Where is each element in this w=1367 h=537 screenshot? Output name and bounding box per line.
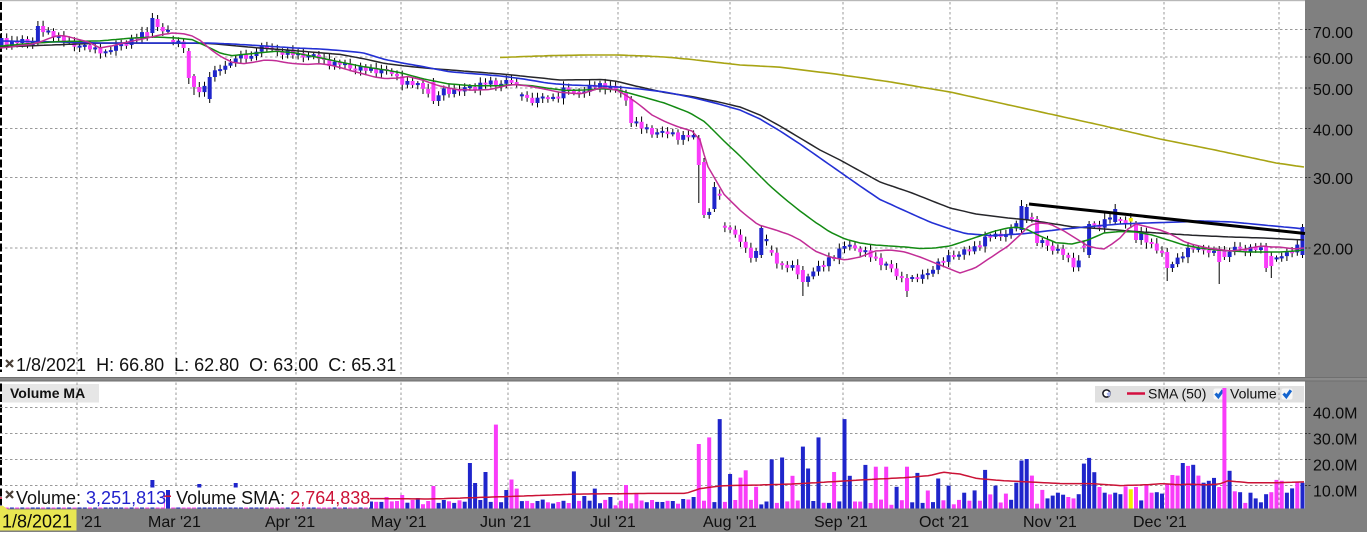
svg-text:'21: '21 [81, 514, 102, 531]
svg-text:May '21: May '21 [371, 514, 427, 531]
svg-text:1/8/2021: 1/8/2021 [2, 512, 72, 532]
svg-text:Oct '21: Oct '21 [919, 514, 969, 531]
svg-text:Aug '21: Aug '21 [703, 514, 757, 531]
svg-text:Mar '21: Mar '21 [148, 514, 201, 531]
svg-text:70.00: 70.00 [1313, 25, 1353, 42]
svg-text:Apr '21: Apr '21 [265, 514, 315, 531]
svg-text:60.00: 60.00 [1313, 51, 1353, 68]
svg-text:50.00: 50.00 [1313, 82, 1353, 99]
svg-text:20.00: 20.00 [1313, 242, 1353, 259]
svg-text:40.0M: 40.0M [1313, 405, 1357, 422]
svg-text:Jun '21: Jun '21 [480, 514, 531, 531]
svg-text:Nov '21: Nov '21 [1023, 514, 1077, 531]
svg-text:SMA (50): SMA (50) [1148, 386, 1206, 402]
svg-text:30.00: 30.00 [1313, 171, 1353, 188]
svg-text:Volume: 3,251,813 Volume SMA:: Volume: 3,251,813 Volume SMA: 2,764,838 [16, 488, 370, 508]
svg-text:Jul '21: Jul '21 [590, 514, 636, 531]
svg-text:Volume: Volume [1230, 386, 1277, 402]
svg-text:10.0M: 10.0M [1313, 483, 1357, 500]
svg-text:Dec '21: Dec '21 [1133, 514, 1187, 531]
svg-text:Sep '21: Sep '21 [814, 514, 868, 531]
svg-text:20.0M: 20.0M [1313, 457, 1357, 474]
svg-text:30.0M: 30.0M [1313, 431, 1357, 448]
svg-text:1/8/2021 H: 66.80 L: 62.80: 1/8/2021 H: 66.80 L: 62.80 O: 63.00 C: 6… [16, 355, 396, 375]
svg-text:40.00: 40.00 [1313, 122, 1353, 139]
svg-text:Volume MA: Volume MA [10, 385, 85, 401]
